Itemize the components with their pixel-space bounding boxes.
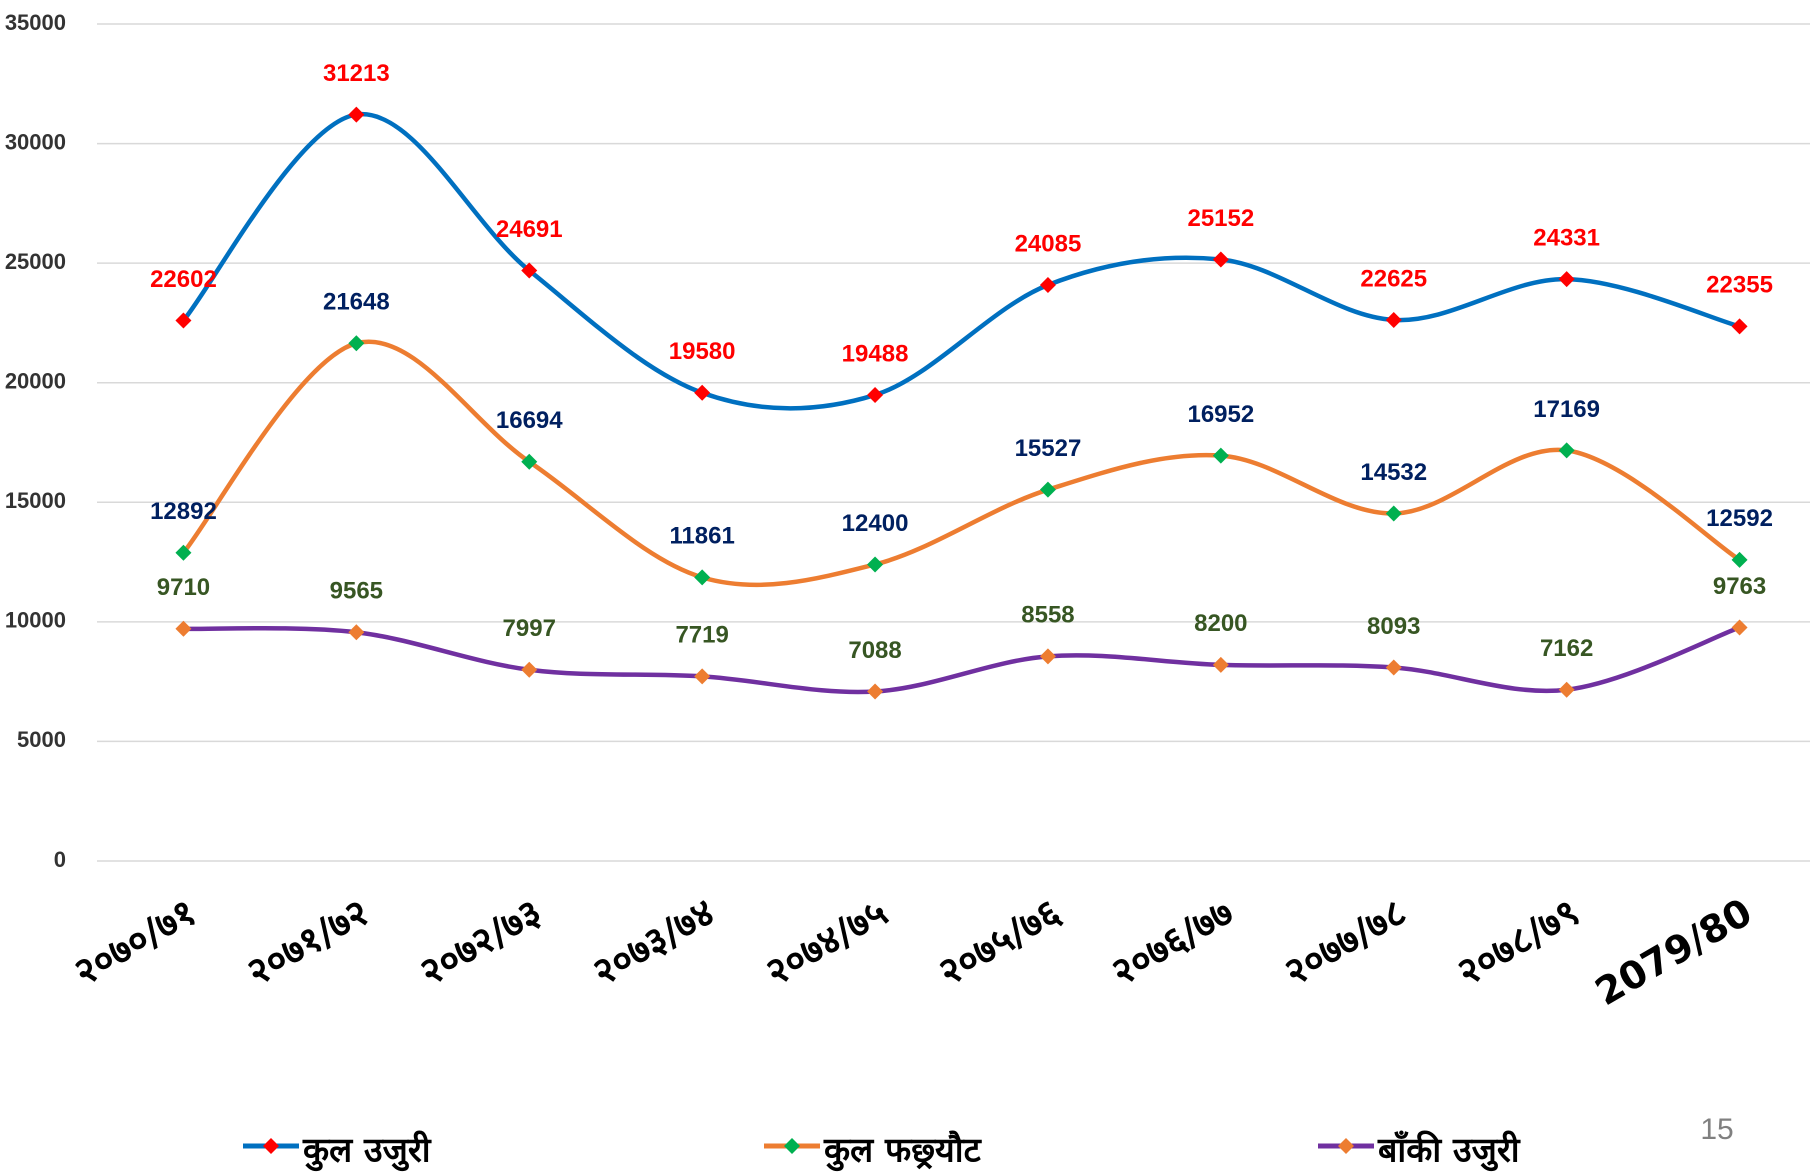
marker	[348, 624, 365, 641]
marker	[1039, 481, 1056, 498]
data-label: 19488	[842, 340, 909, 367]
marker	[694, 569, 711, 586]
legend-label: बाँकी उजुरी	[1377, 1130, 1521, 1172]
marker	[521, 262, 538, 279]
data-label: 9565	[330, 578, 383, 605]
data-label: 22602	[150, 266, 217, 293]
data-label: 19580	[669, 338, 736, 365]
marker	[867, 556, 884, 573]
data-label: 8200	[1194, 610, 1247, 637]
data-label: 7719	[675, 622, 728, 649]
data-label: 17169	[1533, 396, 1600, 423]
marker	[521, 661, 538, 678]
series-line	[181, 112, 1741, 411]
y-tick-label: 5000	[17, 727, 66, 752]
data-label: 7162	[1540, 635, 1593, 662]
data-label: 12892	[150, 498, 217, 525]
data-label: 15527	[1015, 435, 1082, 462]
marker	[1731, 619, 1748, 636]
marker	[1385, 505, 1402, 522]
page-number: 15	[1700, 1113, 1733, 1146]
marker	[348, 335, 365, 352]
marker	[1385, 659, 1402, 676]
legend-label: कुल उजुरी	[302, 1130, 432, 1172]
x-tick-label: 2079/80	[1588, 890, 1759, 1014]
data-label: 16694	[496, 407, 563, 434]
marker	[694, 384, 711, 401]
y-tick-label: 25000	[5, 249, 66, 274]
data-label: 21648	[323, 289, 390, 316]
data-label: 24691	[496, 216, 563, 243]
series-line	[181, 339, 1741, 588]
legend-marker	[263, 1138, 279, 1154]
y-tick-label: 20000	[5, 369, 66, 394]
marker	[348, 106, 365, 123]
marker	[1385, 311, 1402, 328]
marker	[1212, 656, 1229, 673]
data-label: 7088	[848, 637, 901, 664]
x-tick-label: २०७२/७३	[412, 890, 549, 994]
data-label: 9710	[157, 574, 210, 601]
data-label: 24085	[1015, 230, 1082, 257]
data-label: 8558	[1021, 602, 1074, 629]
marker	[1558, 681, 1575, 698]
data-label: 7997	[503, 615, 556, 642]
marker	[1212, 447, 1229, 464]
marker	[867, 386, 884, 403]
legend-marker	[784, 1138, 800, 1154]
marker	[1039, 277, 1056, 294]
marker	[1731, 551, 1748, 568]
marker	[521, 453, 538, 470]
legend-label: कुल फछ्र्यौट	[823, 1130, 983, 1172]
x-tick-label: २०७७/७८	[1277, 890, 1414, 994]
marker	[175, 544, 192, 561]
marker	[1731, 318, 1748, 335]
data-label: 12592	[1706, 505, 1773, 532]
series-line	[183, 625, 1741, 695]
y-tick-label: 0	[54, 847, 66, 872]
data-label: 22355	[1706, 272, 1773, 299]
marker	[175, 620, 192, 637]
marker	[175, 312, 192, 329]
y-tick-label: 10000	[5, 608, 66, 633]
marker	[1039, 648, 1056, 665]
y-tick-label: 35000	[5, 10, 66, 35]
x-tick-label: २०७४/७५	[758, 890, 895, 994]
marker	[1212, 251, 1229, 268]
x-tick-label: २०७८/७९	[1450, 890, 1587, 994]
x-tick-label: २०७६/७७	[1104, 890, 1241, 994]
data-label: 12400	[842, 510, 909, 537]
data-label: 8093	[1367, 613, 1420, 640]
x-tick-label: २०७५/७६	[931, 890, 1068, 994]
y-tick-label: 15000	[5, 488, 66, 513]
data-label: 22625	[1360, 265, 1427, 292]
data-label: 25152	[1187, 205, 1254, 232]
marker	[694, 668, 711, 685]
x-tick-label: २०७०/७१	[66, 890, 203, 994]
data-label: 11861	[669, 523, 734, 550]
marker	[1558, 442, 1575, 459]
data-label: 14532	[1360, 459, 1427, 486]
data-label: 16952	[1187, 401, 1254, 428]
x-tick-label: २०७३/७४	[585, 890, 722, 994]
marker	[1558, 271, 1575, 288]
data-label: 31213	[323, 60, 390, 87]
legend-marker	[1338, 1138, 1354, 1154]
data-label: 24331	[1533, 224, 1600, 251]
marker	[867, 683, 884, 700]
x-tick-label: २०७१/७२	[239, 890, 376, 994]
data-label: 9763	[1713, 573, 1766, 600]
y-tick-label: 30000	[5, 129, 66, 154]
